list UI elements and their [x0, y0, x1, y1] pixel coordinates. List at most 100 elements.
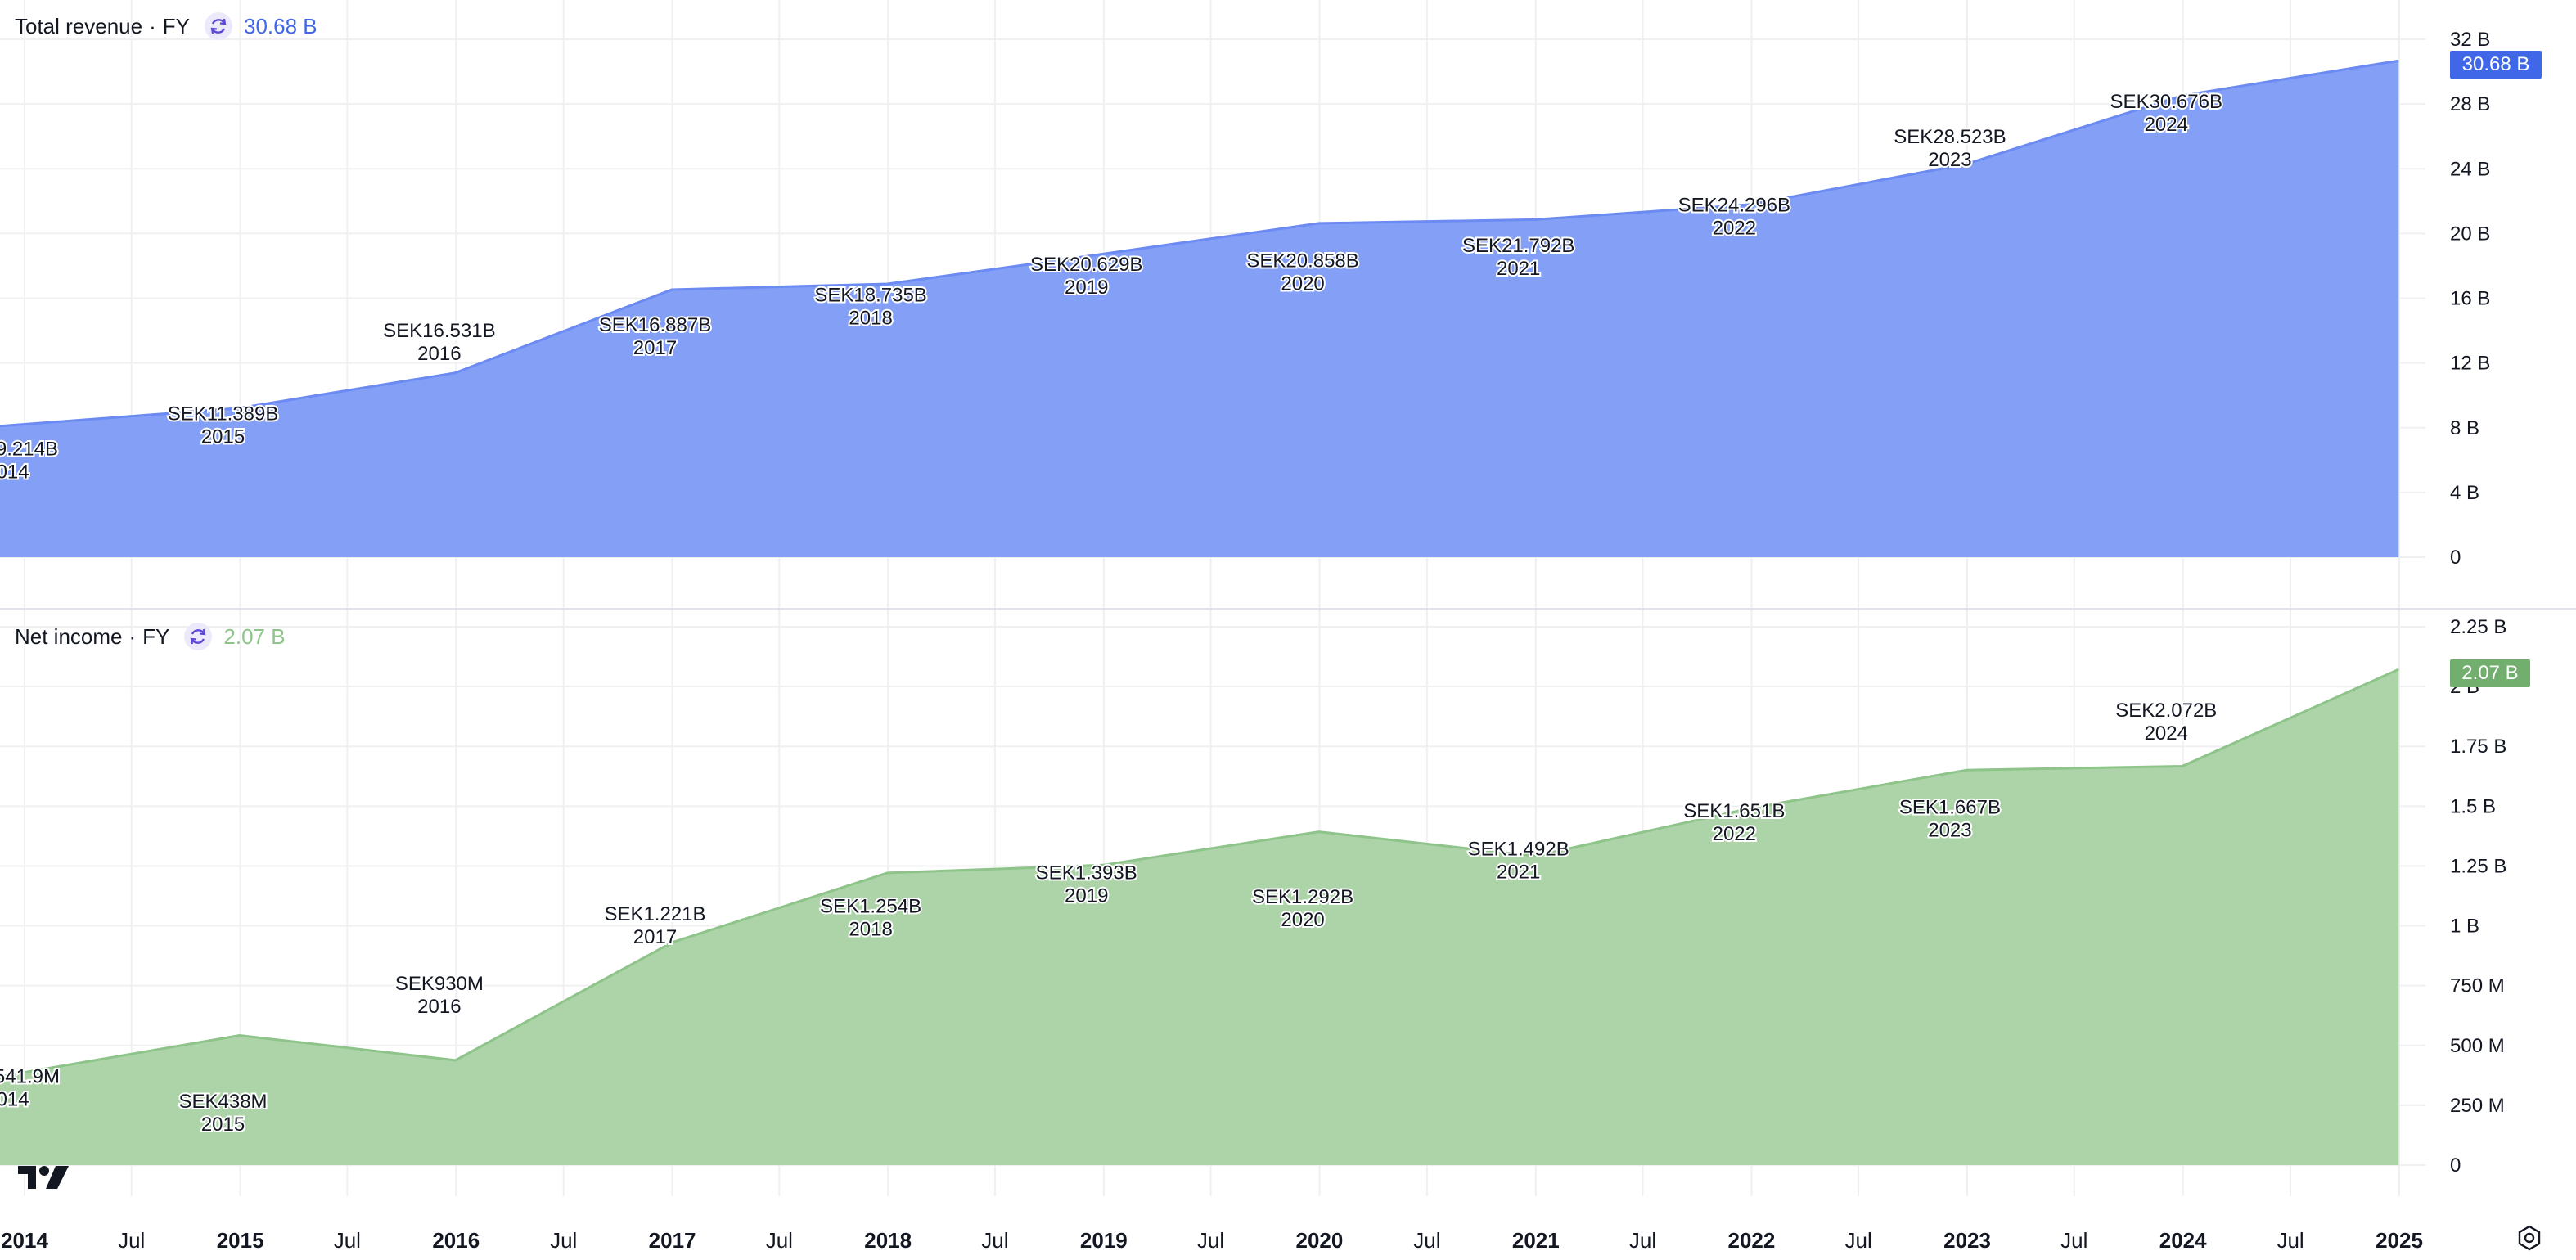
data-label-year: 2018	[849, 307, 892, 329]
data-label-value: SEK30.676B	[2110, 91, 2222, 113]
x-tick-label: 2014	[1, 1228, 48, 1253]
refresh-icon[interactable]	[205, 12, 233, 40]
data-label-year: 2024	[2145, 722, 2188, 745]
y-tick-label: 28 B	[2450, 93, 2490, 115]
data-label-year: 2019	[1065, 885, 1108, 907]
data-label-value: SEK1.254B	[820, 895, 921, 917]
y-tick-label: 2.25 B	[2450, 616, 2506, 638]
data-label-value: SEK11.389B	[168, 403, 279, 425]
data-label-value: SEK20.629B	[1030, 254, 1142, 276]
data-label-year: 2021	[1497, 258, 1540, 280]
data-label-year: 2017	[633, 926, 677, 948]
y-tick-label: 250 M	[2450, 1095, 2505, 1117]
net-income-price-tag: 2.07 B	[2450, 659, 2530, 688]
data-label-value: SEK1.667B	[1899, 796, 2001, 818]
y-tick-label: 24 B	[2450, 158, 2490, 180]
data-label-year: 2023	[1928, 819, 1971, 841]
data-label-year: 2023	[1928, 149, 1971, 171]
refresh-icon[interactable]	[184, 623, 213, 650]
data-label-year: 2018	[849, 918, 892, 940]
y-tick-label: 1.25 B	[2450, 855, 2506, 877]
revenue-last-value: 30.68 B	[244, 13, 317, 38]
tradingview-logo[interactable]	[18, 1164, 70, 1196]
net-income-area	[0, 669, 2399, 1165]
x-tick-label: Jul	[1845, 1228, 1872, 1253]
x-tick-label: Jul	[981, 1228, 1008, 1253]
data-label-value: SEK18.735B	[814, 284, 926, 306]
x-tick-label: 2019	[1080, 1228, 1128, 1253]
revenue-legend: Total revenue · FY 30.68 B	[15, 11, 317, 41]
data-label-value: SEK16.887B	[599, 314, 711, 336]
data-label-year: 2020	[1281, 272, 1324, 295]
y-tick-label: 32 B	[2450, 29, 2490, 51]
net-income-series-title: Net income	[15, 623, 123, 649]
data-label-value: SEK930M	[395, 973, 484, 995]
net-income-series-period: FY	[142, 623, 170, 649]
revenue-price-tag: 30.68 B	[2450, 51, 2542, 79]
revenue-area	[0, 61, 2399, 557]
data-label-value: SEK16.531B	[383, 320, 495, 342]
data-label-year: 2022	[1713, 823, 1756, 845]
x-tick-label: Jul	[334, 1228, 361, 1253]
y-tick-label: 4 B	[2450, 482, 2479, 504]
data-label-value: SEK1.651B	[1683, 800, 1785, 822]
revenue-series-period: FY	[162, 13, 191, 38]
data-label-value: SEK541.9M	[0, 1066, 60, 1088]
x-tick-label: Jul	[766, 1228, 793, 1253]
net-income-line	[0, 668, 2399, 1078]
revenue-line	[0, 59, 2399, 428]
x-tick-label: Jul	[2277, 1228, 2304, 1253]
data-label-year: 2015	[201, 426, 245, 448]
y-tick-label: 1.5 B	[2450, 795, 2496, 817]
x-tick-label: 2022	[1727, 1228, 1775, 1253]
data-label-year: 2019	[1065, 277, 1108, 299]
x-tick-label: 2024	[2159, 1228, 2207, 1253]
data-label-year: 2016	[417, 343, 461, 365]
x-tick-label: Jul	[2060, 1228, 2087, 1253]
legend-separator: ·	[128, 623, 137, 649]
data-label-year: 2014	[0, 1089, 29, 1111]
y-tick-label: 500 M	[2450, 1035, 2505, 1057]
data-label-year: 2020	[1281, 909, 1324, 931]
x-tick-label: Jul	[550, 1228, 577, 1253]
x-tick-label: Jul	[1629, 1228, 1656, 1253]
data-label-value: SEK1.292B	[1252, 886, 1353, 908]
data-label-year: 2021	[1497, 862, 1540, 884]
y-tick-label: 12 B	[2450, 353, 2490, 375]
x-tick-label: 2023	[1943, 1228, 1991, 1253]
data-label-value: SEK20.858B	[1246, 250, 1358, 272]
x-tick-label: Jul	[1197, 1228, 1224, 1253]
data-label-year: 2017	[633, 337, 677, 359]
data-label-value: SEK24.296B	[1678, 194, 1790, 216]
data-label-year: 2022	[1713, 217, 1756, 239]
y-tick-label: 20 B	[2450, 223, 2490, 245]
x-tick-label: 2017	[649, 1228, 696, 1253]
x-tick-label: 2025	[2376, 1228, 2423, 1253]
x-axis: 2014 Jul 2015 Jul 2016 Jul 2017 Jul 2018 Jul 2019 J…	[1, 1228, 2423, 1253]
data-label-year: 2014	[0, 461, 29, 484]
settings-icon[interactable]	[2515, 1224, 2543, 1256]
net-income-legend: Net income · FY 2.07 B	[15, 622, 286, 651]
revenue-pane: 0 4 B 8 B 12 B 16 B 20 B 24 B 28 B 32 B SEK9.214B…	[0, 29, 2490, 569]
x-tick-label: 2020	[1296, 1228, 1344, 1253]
x-tick-label: 2021	[1512, 1228, 1560, 1253]
x-tick-label: Jul	[1413, 1228, 1440, 1253]
data-label-year: 2016	[417, 996, 461, 1018]
legend-separator: ·	[149, 13, 156, 38]
y-tick-label: 16 B	[2450, 288, 2490, 310]
data-label-year: 2024	[2145, 114, 2188, 136]
y-tick-label: 8 B	[2450, 417, 2479, 439]
net-income-last-value: 2.07 B	[223, 623, 286, 649]
data-label-value: SEK1.221B	[604, 903, 705, 925]
y-tick-label: 1.75 B	[2450, 736, 2506, 758]
y-tick-label: 0	[2450, 547, 2461, 569]
data-label-value: SEK2.072B	[2115, 700, 2217, 722]
data-label-value: SEK28.523B	[1894, 126, 2006, 148]
data-label-value: SEK438M	[178, 1091, 267, 1113]
data-label-value: SEK1.492B	[1468, 839, 1569, 861]
revenue-series-title: Total revenue	[15, 13, 143, 38]
data-label-value: SEK1.393B	[1036, 862, 1137, 884]
